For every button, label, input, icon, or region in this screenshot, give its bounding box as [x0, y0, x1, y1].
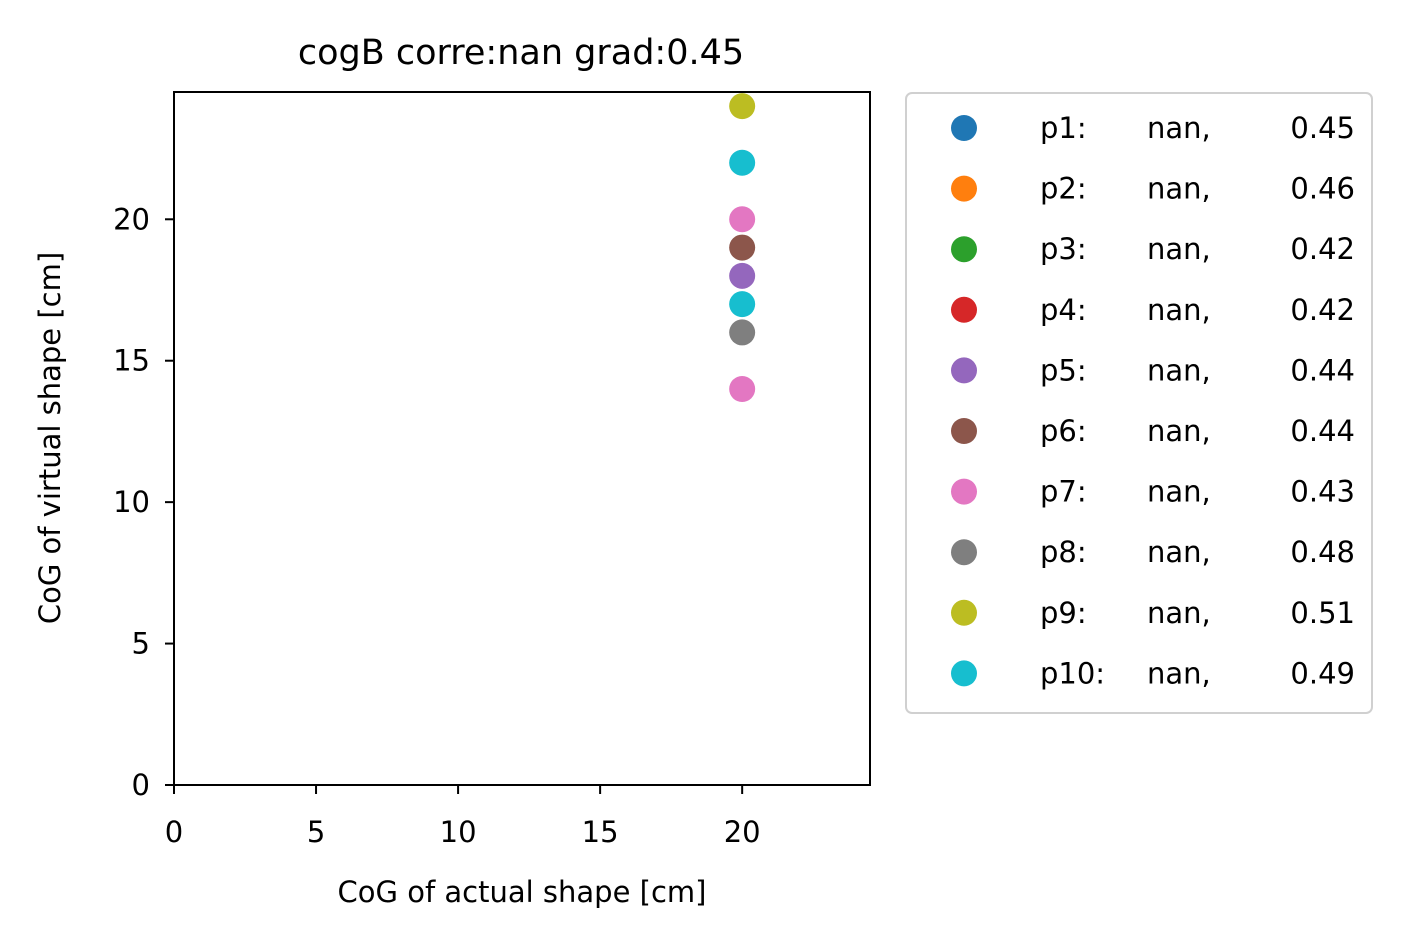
x-axis: 0 5 10 15 20: [165, 785, 761, 849]
legend-gradient: 0.44: [1290, 353, 1355, 387]
legend-marker: [951, 357, 977, 384]
legend-marker: [951, 175, 977, 202]
legend-marker: [951, 478, 977, 505]
legend-correlation: nan,: [1147, 353, 1211, 387]
legend-marker: [951, 539, 977, 566]
legend-gradient: 0.48: [1290, 535, 1355, 569]
legend-series-name: p1:: [1040, 111, 1087, 145]
data-point: [729, 206, 756, 233]
x-axis-label: CoG of actual shape [cm]: [338, 875, 707, 909]
legend-marker: [951, 418, 977, 444]
y-axis: 0 5 10 15 20: [113, 202, 174, 802]
legend-correlation: nan,: [1147, 111, 1211, 145]
data-point: [729, 291, 756, 318]
legend-series-name: p5:: [1040, 353, 1087, 387]
x-tick-label: 10: [440, 815, 477, 849]
legend-series-name: p2:: [1040, 172, 1087, 206]
data-point: [729, 262, 756, 289]
legend-correlation: nan,: [1147, 475, 1211, 509]
legend-series-name: p6:: [1040, 414, 1087, 448]
data-points: [729, 93, 756, 402]
data-point: [729, 149, 756, 176]
legend-gradient: 0.42: [1290, 232, 1355, 266]
y-axis-label: CoG of virtual shape [cm]: [33, 252, 67, 624]
y-tick-label: 0: [132, 768, 150, 802]
legend-gradient: 0.43: [1290, 475, 1355, 509]
y-tick-label: 15: [113, 344, 150, 378]
y-tick-label: 20: [113, 202, 150, 236]
legend-box: [905, 92, 1373, 714]
legend-correlation: nan,: [1147, 596, 1211, 630]
legend: p1: nan, 0.45 p2: nan, 0.46 p3: nan, 0.42 p4: nan,…: [905, 92, 1373, 714]
legend-series-name: p10:: [1040, 656, 1105, 690]
legend-series-name: p3:: [1040, 232, 1087, 266]
plot-area: [174, 92, 870, 785]
y-tick-label: 10: [113, 485, 150, 519]
legend-correlation: nan,: [1147, 656, 1211, 690]
legend-correlation: nan,: [1147, 414, 1211, 448]
legend-marker: [951, 660, 977, 687]
legend-correlation: nan,: [1147, 293, 1211, 327]
legend-gradient: 0.49: [1290, 656, 1355, 690]
data-point: [729, 93, 756, 120]
legend-marker: [951, 236, 977, 263]
legend-correlation: nan,: [1147, 535, 1211, 569]
x-tick-label: 0: [165, 815, 183, 849]
x-tick-label: 20: [724, 815, 761, 849]
data-point: [729, 376, 756, 402]
legend-correlation: nan,: [1147, 232, 1211, 266]
legend-gradient: 0.44: [1290, 414, 1355, 448]
data-point: [729, 319, 756, 346]
legend-correlation: nan,: [1147, 172, 1211, 206]
legend-marker: [951, 599, 977, 626]
legend-marker: [951, 296, 977, 323]
legend-marker: [951, 115, 977, 141]
y-tick-label: 5: [132, 627, 150, 661]
legend-series-name: p9:: [1040, 596, 1087, 630]
legend-gradient: 0.42: [1290, 293, 1355, 327]
x-tick-label: 15: [582, 815, 619, 849]
chart-title: cogB corre:nan grad:0.45: [298, 33, 744, 73]
data-point: [729, 234, 756, 261]
legend-series-name: p8:: [1040, 535, 1087, 569]
legend-series-name: p7:: [1040, 475, 1087, 509]
legend-gradient: 0.45: [1290, 111, 1355, 145]
legend-gradient: 0.51: [1290, 596, 1355, 630]
legend-series-name: p4:: [1040, 293, 1087, 327]
x-tick-label: 5: [307, 815, 325, 849]
plot-frame: [173, 91, 871, 786]
legend-gradient: 0.46: [1290, 172, 1355, 206]
